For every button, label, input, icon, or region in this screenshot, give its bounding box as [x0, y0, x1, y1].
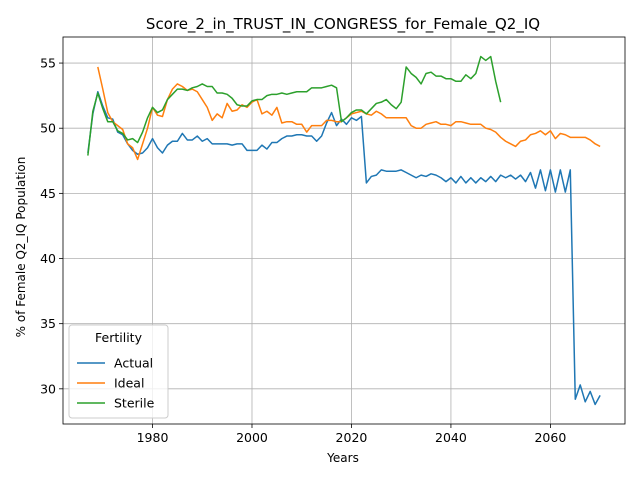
- plot-frame: [62, 36, 626, 425]
- y-tick-label: 45: [40, 186, 56, 201]
- x-tick-label: 2020: [336, 430, 368, 445]
- x-tick-label: 2060: [534, 430, 566, 445]
- legend-entry-actual: Actual: [114, 356, 153, 371]
- y-tick-label: 55: [40, 56, 56, 71]
- legend-box: [68, 324, 169, 419]
- legend: Fertility Actual Ideal Sterile: [68, 324, 169, 419]
- series-line-sterile: [87, 55, 502, 156]
- x-tick-label: 1980: [137, 430, 169, 445]
- grid-lines: [63, 37, 625, 424]
- legend-entry-sterile: Sterile: [114, 396, 155, 411]
- chart-title: Score_2_in_TRUST_IN_CONGRESS_for_Female_…: [146, 15, 540, 34]
- x-tick-label: 2040: [435, 430, 467, 445]
- series-line-actual: [87, 90, 601, 406]
- y-axis-ticks: 30 35 40 45 50 55: [40, 56, 63, 396]
- y-tick-label: 40: [40, 251, 56, 266]
- x-axis-ticks: 1980 2000 2020 2040 2060: [137, 424, 566, 445]
- x-axis-label: Years: [326, 451, 359, 465]
- y-axis-label: % of Female Q2_IQ Population: [14, 157, 28, 338]
- legend-title: Fertility: [95, 330, 143, 345]
- x-tick-label: 2000: [236, 430, 268, 445]
- y-tick-label: 35: [40, 316, 56, 331]
- series-layer: [87, 55, 601, 406]
- legend-entry-ideal: Ideal: [114, 376, 144, 391]
- y-tick-label: 50: [40, 121, 56, 136]
- y-tick-label: 30: [40, 381, 56, 396]
